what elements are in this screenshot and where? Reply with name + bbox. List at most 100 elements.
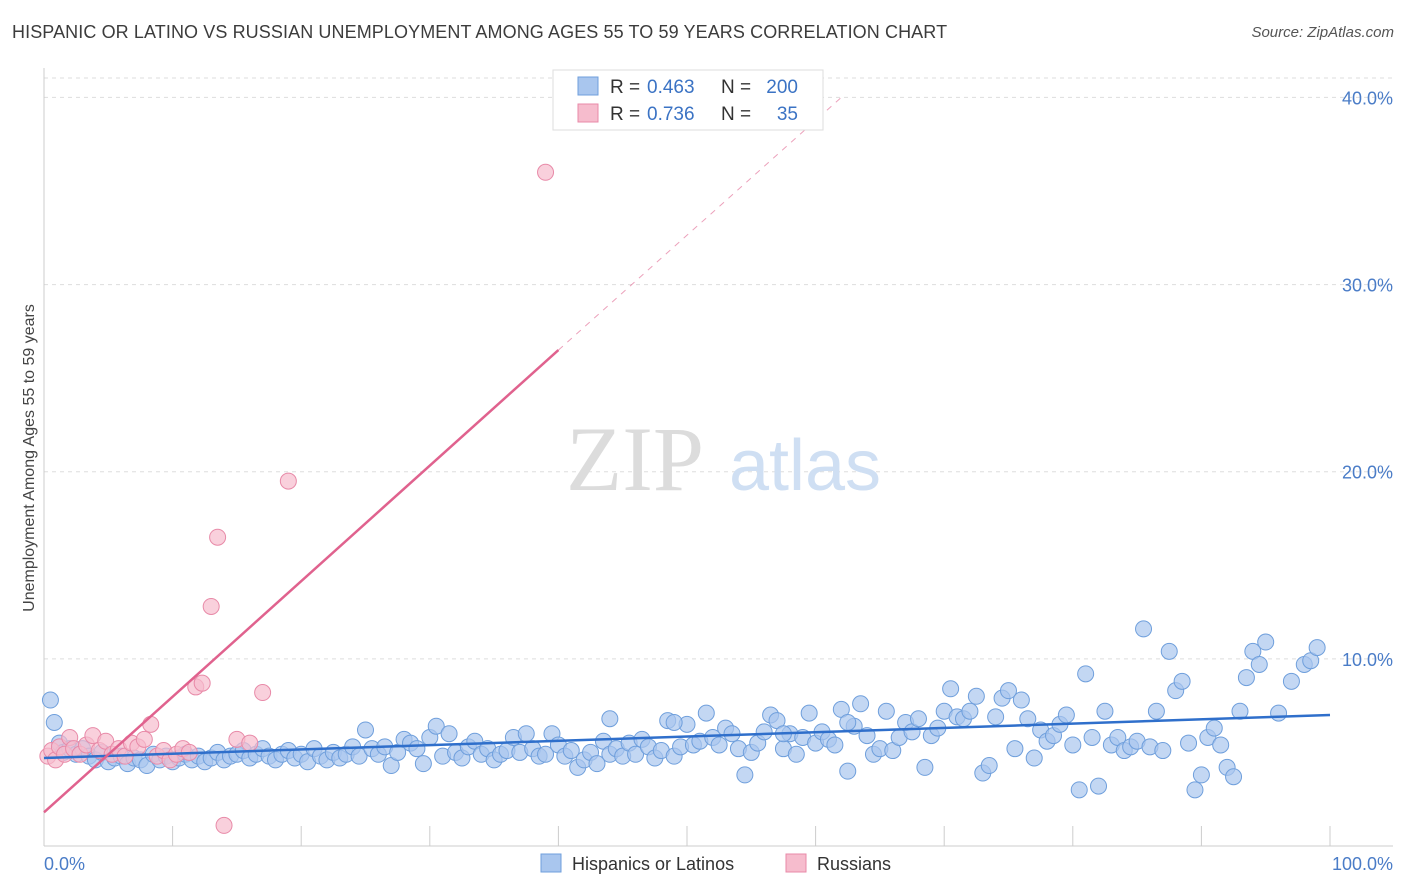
hispanic-point-147 (980, 757, 998, 775)
russian-point-34 (537, 163, 555, 181)
bottom-legend-label-blue: Hispanics or Latinos (572, 854, 734, 874)
chart-source: Source: ZipAtlas.com (1251, 24, 1394, 41)
legend-blue-r-label: R = (610, 77, 640, 98)
hispanic-point-163 (1083, 728, 1101, 746)
hispanic-point-103 (697, 704, 715, 722)
hispanic-point-86 (588, 755, 606, 773)
bottom-legend-label-pink: Russians (817, 854, 891, 874)
hispanic-point-173 (1147, 702, 1165, 720)
hispanic-point-75 (517, 725, 535, 743)
hispanic-point-171 (1135, 620, 1153, 638)
hispanic-point-191 (1270, 704, 1288, 722)
russian-point-32 (254, 684, 272, 702)
russian-point-29 (215, 816, 233, 834)
russian-point-17 (135, 730, 153, 748)
hispanic-point-182 (1205, 719, 1223, 737)
hispanic-point-180 (1192, 766, 1210, 784)
y-tick-label-20: 20.0% (1342, 463, 1393, 483)
hispanic-point-61 (427, 717, 445, 735)
hispanic-point-125 (839, 762, 857, 780)
hispanic-point-137 (916, 758, 934, 776)
hispanic-point-82 (562, 742, 580, 760)
hispanic-point-59 (414, 755, 432, 773)
hispanic-point-199 (839, 713, 857, 731)
hispanic-point-178 (1180, 734, 1198, 752)
legend-swatch-blue (577, 76, 599, 96)
hispanic-point-179 (1186, 781, 1204, 799)
hispanic-point-175 (1160, 642, 1178, 660)
legend-pink-r-value: 0.736 (647, 104, 695, 125)
hispanic-point-165 (1096, 702, 1114, 720)
legend-box: R = 0.463 N = 200 R = 0.736 N = 35 (552, 69, 824, 131)
hispanic-point-78 (537, 745, 555, 763)
hispanic-point-1 (45, 713, 63, 731)
hispanic-point-148 (987, 708, 1005, 726)
y-axis-label: Unemployment Among Ages 55 to 59 years (21, 304, 38, 612)
axis-layer: 10.0% 20.0% 30.0% 40.0% (43, 68, 1393, 847)
hispanic-point-127 (852, 695, 870, 713)
russian-trend-extension (558, 97, 842, 351)
russian-point-28 (209, 528, 227, 546)
bottom-legend: Hispanics or Latinos Russians (540, 853, 891, 874)
hispanic-point-150 (1000, 682, 1017, 700)
hispanic-point-152 (1012, 691, 1030, 709)
legend-pink-n-value: 35 (777, 104, 798, 125)
hispanic-point-197 (665, 713, 683, 731)
hispanic-point-141 (942, 680, 960, 698)
hispanic-point-183 (1212, 736, 1230, 754)
hispanic-point-161 (1070, 781, 1088, 799)
x-tick-label-min: 0.0% (44, 854, 85, 874)
hispanic-point-162 (1077, 665, 1095, 683)
hispanic-point-153 (1019, 710, 1037, 728)
legend-pink-n-label: N = (721, 104, 751, 125)
hispanic-point-160 (1064, 736, 1082, 754)
legend-swatch-pink (577, 103, 599, 123)
x-tick-label-max: 100.0% (1332, 854, 1393, 874)
bottom-legend-swatch-pink (785, 853, 807, 873)
hispanic-point-144 (961, 702, 979, 720)
hispanic-point-189 (1250, 655, 1268, 673)
russian-point-27 (202, 597, 220, 615)
hispanic-point-177 (1173, 672, 1191, 690)
hispanic-point-174 (1154, 742, 1172, 760)
hispanic-point-154 (1025, 749, 1043, 767)
hispanic-point-131 (877, 702, 895, 720)
watermark: ZIP atlas (566, 408, 881, 510)
hispanic-point-92 (627, 745, 645, 763)
hispanic-point-164 (1090, 777, 1108, 795)
hispanic-point-123 (826, 736, 844, 754)
russian-point-33 (279, 472, 297, 490)
hispanic-point-187 (1237, 669, 1255, 687)
hispanic-point-196 (601, 710, 619, 728)
hispanic-point-190 (1257, 633, 1275, 651)
points-layer (39, 163, 1326, 834)
russian-trend-line (43, 349, 560, 814)
hispanic-point-112 (755, 723, 773, 741)
russian-point-31 (241, 734, 259, 752)
chart-title: HISPANIC OR LATINO VS RUSSIAN UNEMPLOYME… (12, 22, 948, 42)
hispanic-point-159 (1057, 706, 1075, 724)
hispanic-point-185 (1225, 768, 1243, 786)
hispanic-point-58 (408, 740, 426, 758)
grid-layer (44, 77, 1393, 660)
hispanic-point-0 (41, 691, 59, 709)
legend-blue-r-value: 0.463 (647, 77, 695, 98)
watermark-atlas: atlas (729, 426, 881, 506)
legend-pink-r-label: R = (610, 104, 640, 125)
hispanic-point-109 (736, 766, 754, 784)
hispanic-point-63 (440, 725, 458, 743)
hispanic-point-145 (967, 687, 985, 705)
legend-blue-n-label: N = (721, 77, 751, 98)
hispanic-point-192 (1282, 672, 1300, 690)
hispanic-point-151 (1006, 740, 1024, 758)
y-tick-label-40: 40.0% (1342, 88, 1393, 108)
russian-point-26 (193, 674, 211, 692)
hispanic-trend-line (43, 713, 1331, 760)
y-tick-label-30: 30.0% (1342, 276, 1393, 296)
y-tick-label-10: 10.0% (1342, 650, 1393, 670)
hispanic-point-119 (800, 704, 818, 722)
watermark-zip: ZIP (566, 408, 704, 510)
hispanic-point-136 (909, 710, 927, 728)
hispanic-point-50 (357, 721, 374, 739)
